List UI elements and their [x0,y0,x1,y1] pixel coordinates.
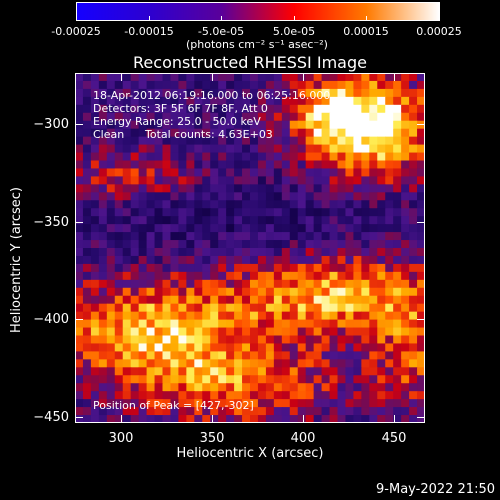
x-tick [212,415,213,423]
plot-area: 18-Apr-2012 06:19:16.000 to 06:25:16.000… [75,73,425,423]
colorbar-tick [366,16,367,21]
colorbar-units-label: (photons cm⁻² s⁻¹ asec⁻²) [186,38,328,51]
y-tick-label: −350 [33,215,69,230]
y-tick [417,124,425,125]
colorbar-tick [76,16,77,21]
x-tick-label: 450 [381,431,407,446]
y-tick [75,417,83,418]
x-tick [394,73,395,81]
y-tick [75,124,83,125]
x-axis-label: Heliocentric X (arcsec) [176,446,324,461]
y-tick [75,222,83,223]
info-total-counts: Total counts: 4.63E+03 [145,128,273,141]
info-energy-range: Energy Range: 25.0 - 50.0 keV [93,115,261,128]
colorbar-tick [294,16,295,21]
footer-date: 9-May-2022 21:50 [376,482,495,497]
x-tick [303,73,304,81]
x-tick [121,73,122,81]
colorbar-tick-label: -5.0e-05 [197,25,245,38]
y-tick-label: −300 [33,117,69,132]
colorbar-tick [439,16,440,21]
colorbar-tick-label: 5.0e-05 [272,25,316,38]
colorbar-gradient [77,3,439,20]
x-tick [212,73,213,81]
colorbar-tick-label: 0.00015 [343,25,389,38]
info-time-range: 18-Apr-2012 06:19:16.000 to 06:25:16.000 [93,89,331,102]
y-tick [417,417,425,418]
x-tick [394,415,395,423]
colorbar-tick-label: 0.00025 [416,25,462,38]
x-tick [303,415,304,423]
y-tick-label: −450 [33,410,69,425]
heatmap-image [75,73,425,423]
peak-position: Position of Peak = [427,-302] [93,399,254,412]
y-tick [417,222,425,223]
colorbar-tick [221,16,222,21]
plot-title: Reconstructed RHESSI Image [133,53,367,72]
colorbar-tick-label: -0.00025 [51,25,101,38]
x-tick-label: 300 [108,431,134,446]
y-tick [75,319,83,320]
colorbar [76,2,440,21]
y-tick [417,319,425,320]
info-detectors: Detectors: 3F 5F 6F 7F 8F, Att 0 [93,102,268,115]
y-axis-label: Heliocentric Y (arcsec) [9,187,24,333]
x-tick-label: 400 [290,431,316,446]
colorbar-tick-label: -0.00015 [124,25,174,38]
y-tick-label: −400 [33,312,69,327]
x-tick-label: 350 [199,431,225,446]
colorbar-tick [149,16,150,21]
x-tick [121,415,122,423]
info-method: Clean [93,128,125,141]
